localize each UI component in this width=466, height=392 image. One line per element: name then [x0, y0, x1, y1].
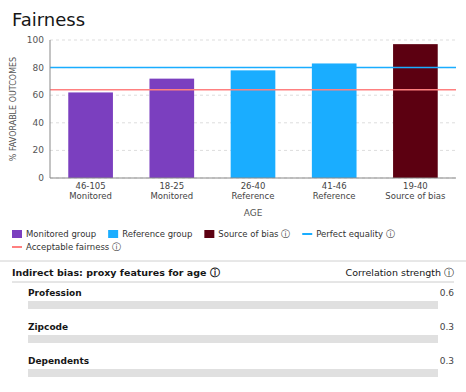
bar-track	[28, 369, 438, 377]
legend-label: Acceptable fairness ⓘ	[26, 242, 121, 252]
y-axis	[50, 40, 51, 178]
legend-swatch	[108, 230, 118, 238]
legend-label: Source of bias ⓘ	[218, 229, 290, 239]
y-tick-label: 60	[33, 90, 45, 100]
legend-swatch	[302, 233, 312, 235]
bar-track	[28, 301, 438, 309]
reference-line	[50, 89, 456, 91]
data-label: 0.3	[440, 322, 454, 332]
x-tick-label: 19-40Source of bias	[385, 181, 446, 201]
y-tick-label: 100	[27, 35, 44, 45]
legend-item: Perfect equality ⓘ	[302, 229, 395, 239]
grid-line	[50, 67, 456, 68]
y-tick-label: Profession	[28, 288, 82, 298]
y-tick-label: 20	[33, 145, 45, 155]
chart-title: Indirect bias: proxy features for age ⓘ	[12, 267, 220, 278]
y-axis-label: % FAVORABLE OUTCOMES	[9, 57, 18, 161]
legend-swatch	[12, 230, 22, 238]
y-tick-label: Dependents	[28, 356, 89, 366]
chart-title: Fairness	[12, 9, 85, 30]
y-tick-label: 40	[33, 118, 45, 128]
legend-label: Reference group	[122, 229, 192, 239]
bars	[50, 44, 456, 178]
reference-line	[50, 67, 456, 69]
bar	[68, 92, 113, 178]
legend-item: Reference group	[108, 229, 192, 239]
x-axis-label: Correlation strength ⓘ	[346, 267, 454, 278]
y-tick-label: 0	[38, 173, 44, 183]
bar-track	[28, 335, 438, 343]
legend-label: Monitored group	[26, 229, 96, 239]
bar	[393, 44, 438, 178]
grid-line	[50, 178, 456, 179]
header-rule	[12, 282, 454, 283]
grid-line	[50, 40, 456, 41]
x-tick-label: 18-25Monitored	[150, 181, 193, 201]
x-tick-label: 41-46Reference	[313, 181, 356, 201]
legend-swatch	[12, 246, 22, 248]
page: Fairness 0 20 40 60 80 100 46-105Monitored 18-25…	[0, 0, 466, 392]
legend-swatch	[204, 230, 214, 238]
legend-item: Acceptable fairness ⓘ	[12, 242, 121, 252]
bar	[149, 79, 194, 178]
separator	[0, 261, 466, 262]
legend-item: Monitored group	[12, 229, 96, 239]
bar	[312, 63, 357, 178]
legend-item: Source of bias ⓘ	[204, 229, 290, 239]
x-axis-label: AGE	[244, 208, 263, 218]
x-tick-label: 46-105Monitored	[69, 181, 112, 201]
x-tick-label: 26-40Reference	[232, 181, 275, 201]
legend: Monitored group Reference group Source of …	[12, 229, 395, 252]
y-tick-label: 80	[33, 63, 45, 73]
y-tick-label: Zipcode	[28, 322, 68, 332]
data-label: 0.3	[440, 356, 454, 366]
data-label: 0.6	[440, 288, 455, 298]
bar	[231, 70, 276, 178]
x-axis	[50, 178, 456, 179]
legend-label: Perfect equality ⓘ	[316, 229, 395, 239]
